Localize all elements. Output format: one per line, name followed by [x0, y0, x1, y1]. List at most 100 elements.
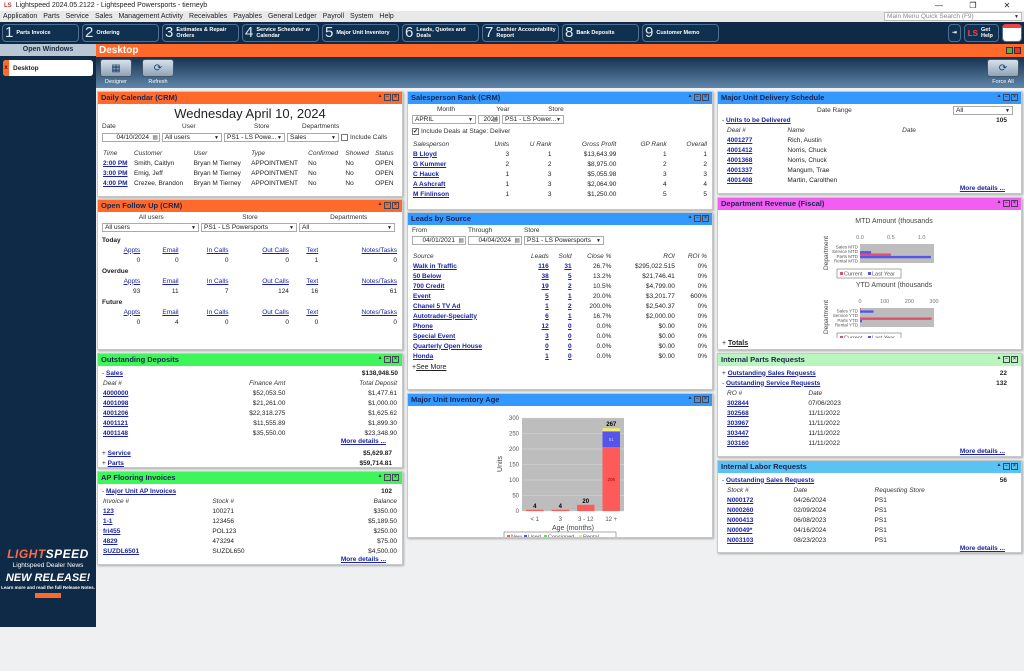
minimize-panel-icon[interactable]: −	[694, 396, 701, 403]
totals-link[interactable]: Totals	[728, 340, 749, 347]
row-link[interactable]: 4001337	[727, 166, 753, 174]
minimize-panel-icon[interactable]: −	[1003, 463, 1010, 470]
close-panel-icon[interactable]: ×	[1011, 356, 1018, 363]
date-input[interactable]: 04/10/2024	[102, 133, 160, 142]
get-help-button[interactable]: LS Get Help	[963, 24, 999, 42]
service-deposits-link[interactable]: Service	[107, 449, 131, 457]
row-link[interactable]: 2:00 PM	[103, 159, 128, 167]
calendar-icon[interactable]	[1002, 24, 1022, 42]
followup-appts-link[interactable]: Appts	[123, 308, 141, 316]
through-date-input[interactable]: 04/04/2024	[468, 236, 522, 245]
collapse-up-icon[interactable]: ▲	[996, 93, 1002, 99]
followup-appts-link[interactable]: Appts	[123, 277, 141, 285]
user-select[interactable]: All users	[162, 133, 222, 142]
row-link[interactable]: Autotrader-Specialty	[413, 312, 477, 320]
row-link[interactable]: 1	[545, 302, 549, 310]
expand-toggle[interactable]: +	[102, 449, 106, 457]
row-link[interactable]: 4001412	[727, 146, 753, 154]
row-link[interactable]: SUZDL6501	[103, 547, 140, 555]
close-panel-icon[interactable]: ×	[702, 215, 709, 222]
more-details-link[interactable]: More details ...	[959, 545, 1005, 552]
row-link[interactable]: N000260	[727, 506, 754, 514]
row-link[interactable]: 302844	[727, 399, 749, 407]
row-link[interactable]: 4:00 PM	[103, 179, 128, 187]
close-panel-icon[interactable]: ×	[1011, 463, 1018, 470]
close-desktop-icon[interactable]	[1014, 47, 1021, 54]
more-details-link[interactable]: More details ...	[959, 448, 1005, 455]
row-link[interactable]: N003103	[727, 536, 754, 544]
followup-notes-tasks-link[interactable]: Notes/Tasks	[361, 246, 397, 254]
collapse-up-icon[interactable]: ▲	[996, 462, 1002, 468]
row-link[interactable]: 3	[545, 332, 549, 340]
departments-select[interactable]: All	[299, 223, 395, 232]
row-link[interactable]: 0	[567, 322, 572, 330]
collapse-up-icon[interactable]: ▲	[996, 199, 1002, 205]
row-link[interactable]: 0	[567, 342, 572, 350]
expand-toggle[interactable]: +	[722, 369, 726, 377]
row-link[interactable]: Walk in Traffic	[413, 262, 457, 270]
toolbar-button-6[interactable]: 6 Leads, Quotes and Deals	[402, 24, 479, 42]
followup-in-calls-link[interactable]: In Calls	[206, 308, 229, 316]
outstanding-sales-requests-link[interactable]: Outstanding Sales Requests	[727, 369, 816, 377]
row-link[interactable]: C Hauck	[413, 170, 440, 178]
row-link[interactable]: N000172	[727, 496, 754, 504]
row-link[interactable]: 0	[567, 352, 572, 360]
menu-payables[interactable]: Payables	[233, 13, 262, 20]
month-select[interactable]: APRIL	[412, 115, 476, 124]
designer-button[interactable]: ▦ Designer	[100, 59, 132, 85]
close-panel-icon[interactable]: ×	[702, 94, 709, 101]
row-link[interactable]: 5	[567, 272, 572, 280]
menu-application[interactable]: Application	[3, 13, 38, 20]
store-select[interactable]: PS1 - LS Power...	[502, 115, 564, 124]
followup-email-link[interactable]: Email	[162, 308, 179, 316]
row-link[interactable]: 4000000	[103, 389, 129, 397]
row-link[interactable]: 4001368	[727, 156, 753, 164]
minimize-panel-icon[interactable]: −	[1003, 356, 1010, 363]
row-link[interactable]: 302568	[727, 409, 749, 417]
close-panel-icon[interactable]: ×	[392, 202, 399, 209]
open-window-desktop[interactable]: x Desktop	[3, 60, 93, 76]
store-select[interactable]: PS1 - LS Powersports	[524, 236, 604, 245]
row-link[interactable]: 1	[567, 292, 572, 300]
row-link[interactable]: 4001148	[103, 429, 128, 437]
row-link[interactable]: 5	[545, 292, 549, 300]
row-link[interactable]: 50 Below	[413, 272, 442, 280]
row-link[interactable]: 1	[545, 352, 549, 360]
row-link[interactable]: 1-1	[103, 517, 113, 525]
minimize-button[interactable]: —	[935, 1, 943, 10]
outstanding-service-requests-link[interactable]: Outstanding Service Requests	[725, 379, 821, 387]
followup-email-link[interactable]: Email	[162, 246, 179, 254]
toolbar-button-4[interactable]: 4 Service Scheduler w Calendar	[242, 24, 319, 42]
exit-icon[interactable]: ⇥	[948, 24, 961, 42]
row-link[interactable]: Phone	[413, 322, 433, 330]
row-link[interactable]: 303160	[727, 439, 749, 447]
row-link[interactable]: G Kummer	[413, 160, 447, 168]
learn-more-button[interactable]	[35, 593, 61, 598]
collapse-up-icon[interactable]: ▲	[687, 93, 693, 99]
toolbar-button-8[interactable]: 8 Bank Deposits	[562, 24, 639, 42]
maximize-icon[interactable]	[1006, 47, 1013, 54]
row-link[interactable]: 303967	[727, 419, 749, 427]
row-link[interactable]: 4001206	[103, 409, 129, 417]
departments-select[interactable]: Sales	[287, 133, 339, 142]
expand-toggle[interactable]: -	[722, 116, 725, 124]
include-calls-checkbox[interactable]	[341, 134, 348, 141]
row-link[interactable]: Quarterly Open House	[413, 342, 482, 350]
followup-out-calls-link[interactable]: Out Calls	[262, 246, 289, 254]
followup-out-calls-link[interactable]: Out Calls	[262, 308, 289, 316]
row-link[interactable]: 2	[567, 282, 572, 290]
toolbar-button-2[interactable]: 2 Ordering	[82, 24, 159, 42]
row-link[interactable]: 700 Credit	[413, 282, 445, 290]
row-link[interactable]: 4829	[103, 537, 118, 545]
row-link[interactable]: 116	[538, 262, 549, 270]
menu-parts[interactable]: Parts	[43, 13, 60, 20]
menu-management-activity[interactable]: Management Activity	[118, 13, 184, 20]
followup-appts-link[interactable]: Appts	[123, 246, 141, 254]
row-link[interactable]: 0	[545, 342, 549, 350]
parts-deposits-link[interactable]: Parts	[107, 459, 124, 467]
collapse-up-icon[interactable]: ▲	[687, 395, 693, 401]
force-all-button[interactable]: ⟳ Force All	[987, 59, 1019, 85]
toolbar-button-9[interactable]: 9 Customer Memo	[642, 24, 719, 42]
close-panel-icon[interactable]: ×	[392, 94, 399, 101]
quick-search-input[interactable]: Main Menu Quick Search (F9)	[884, 12, 1022, 21]
